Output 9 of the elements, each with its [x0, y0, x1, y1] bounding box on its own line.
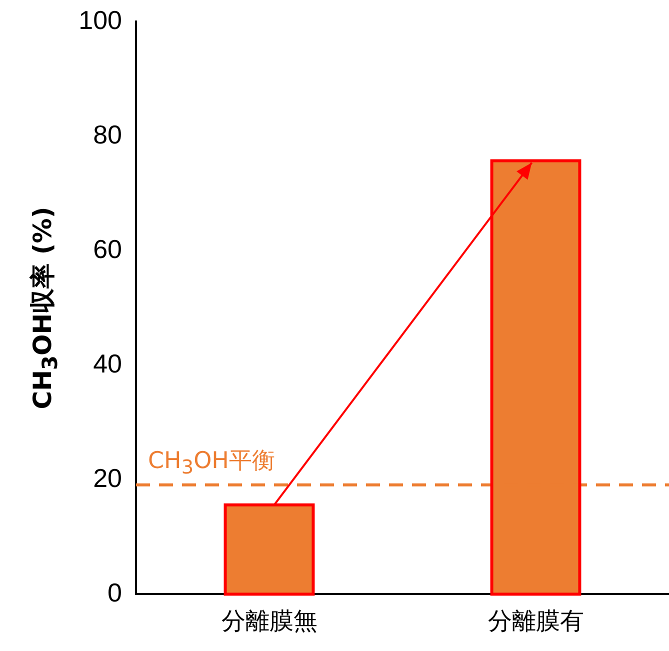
y-tick-label: 80 [93, 119, 122, 150]
y-tick-label: 60 [93, 234, 122, 264]
y-tick-label: 100 [78, 4, 122, 35]
x-tick-label: 分離膜無 [221, 606, 318, 635]
y-tick-label: 20 [93, 462, 122, 493]
x-tick-label: 分離膜有 [488, 606, 584, 635]
y-tick-label: 40 [93, 348, 122, 378]
ref-line-label: CH$_{3}$OH平衡 [148, 446, 275, 478]
y-tick-label: 0 [108, 577, 122, 608]
